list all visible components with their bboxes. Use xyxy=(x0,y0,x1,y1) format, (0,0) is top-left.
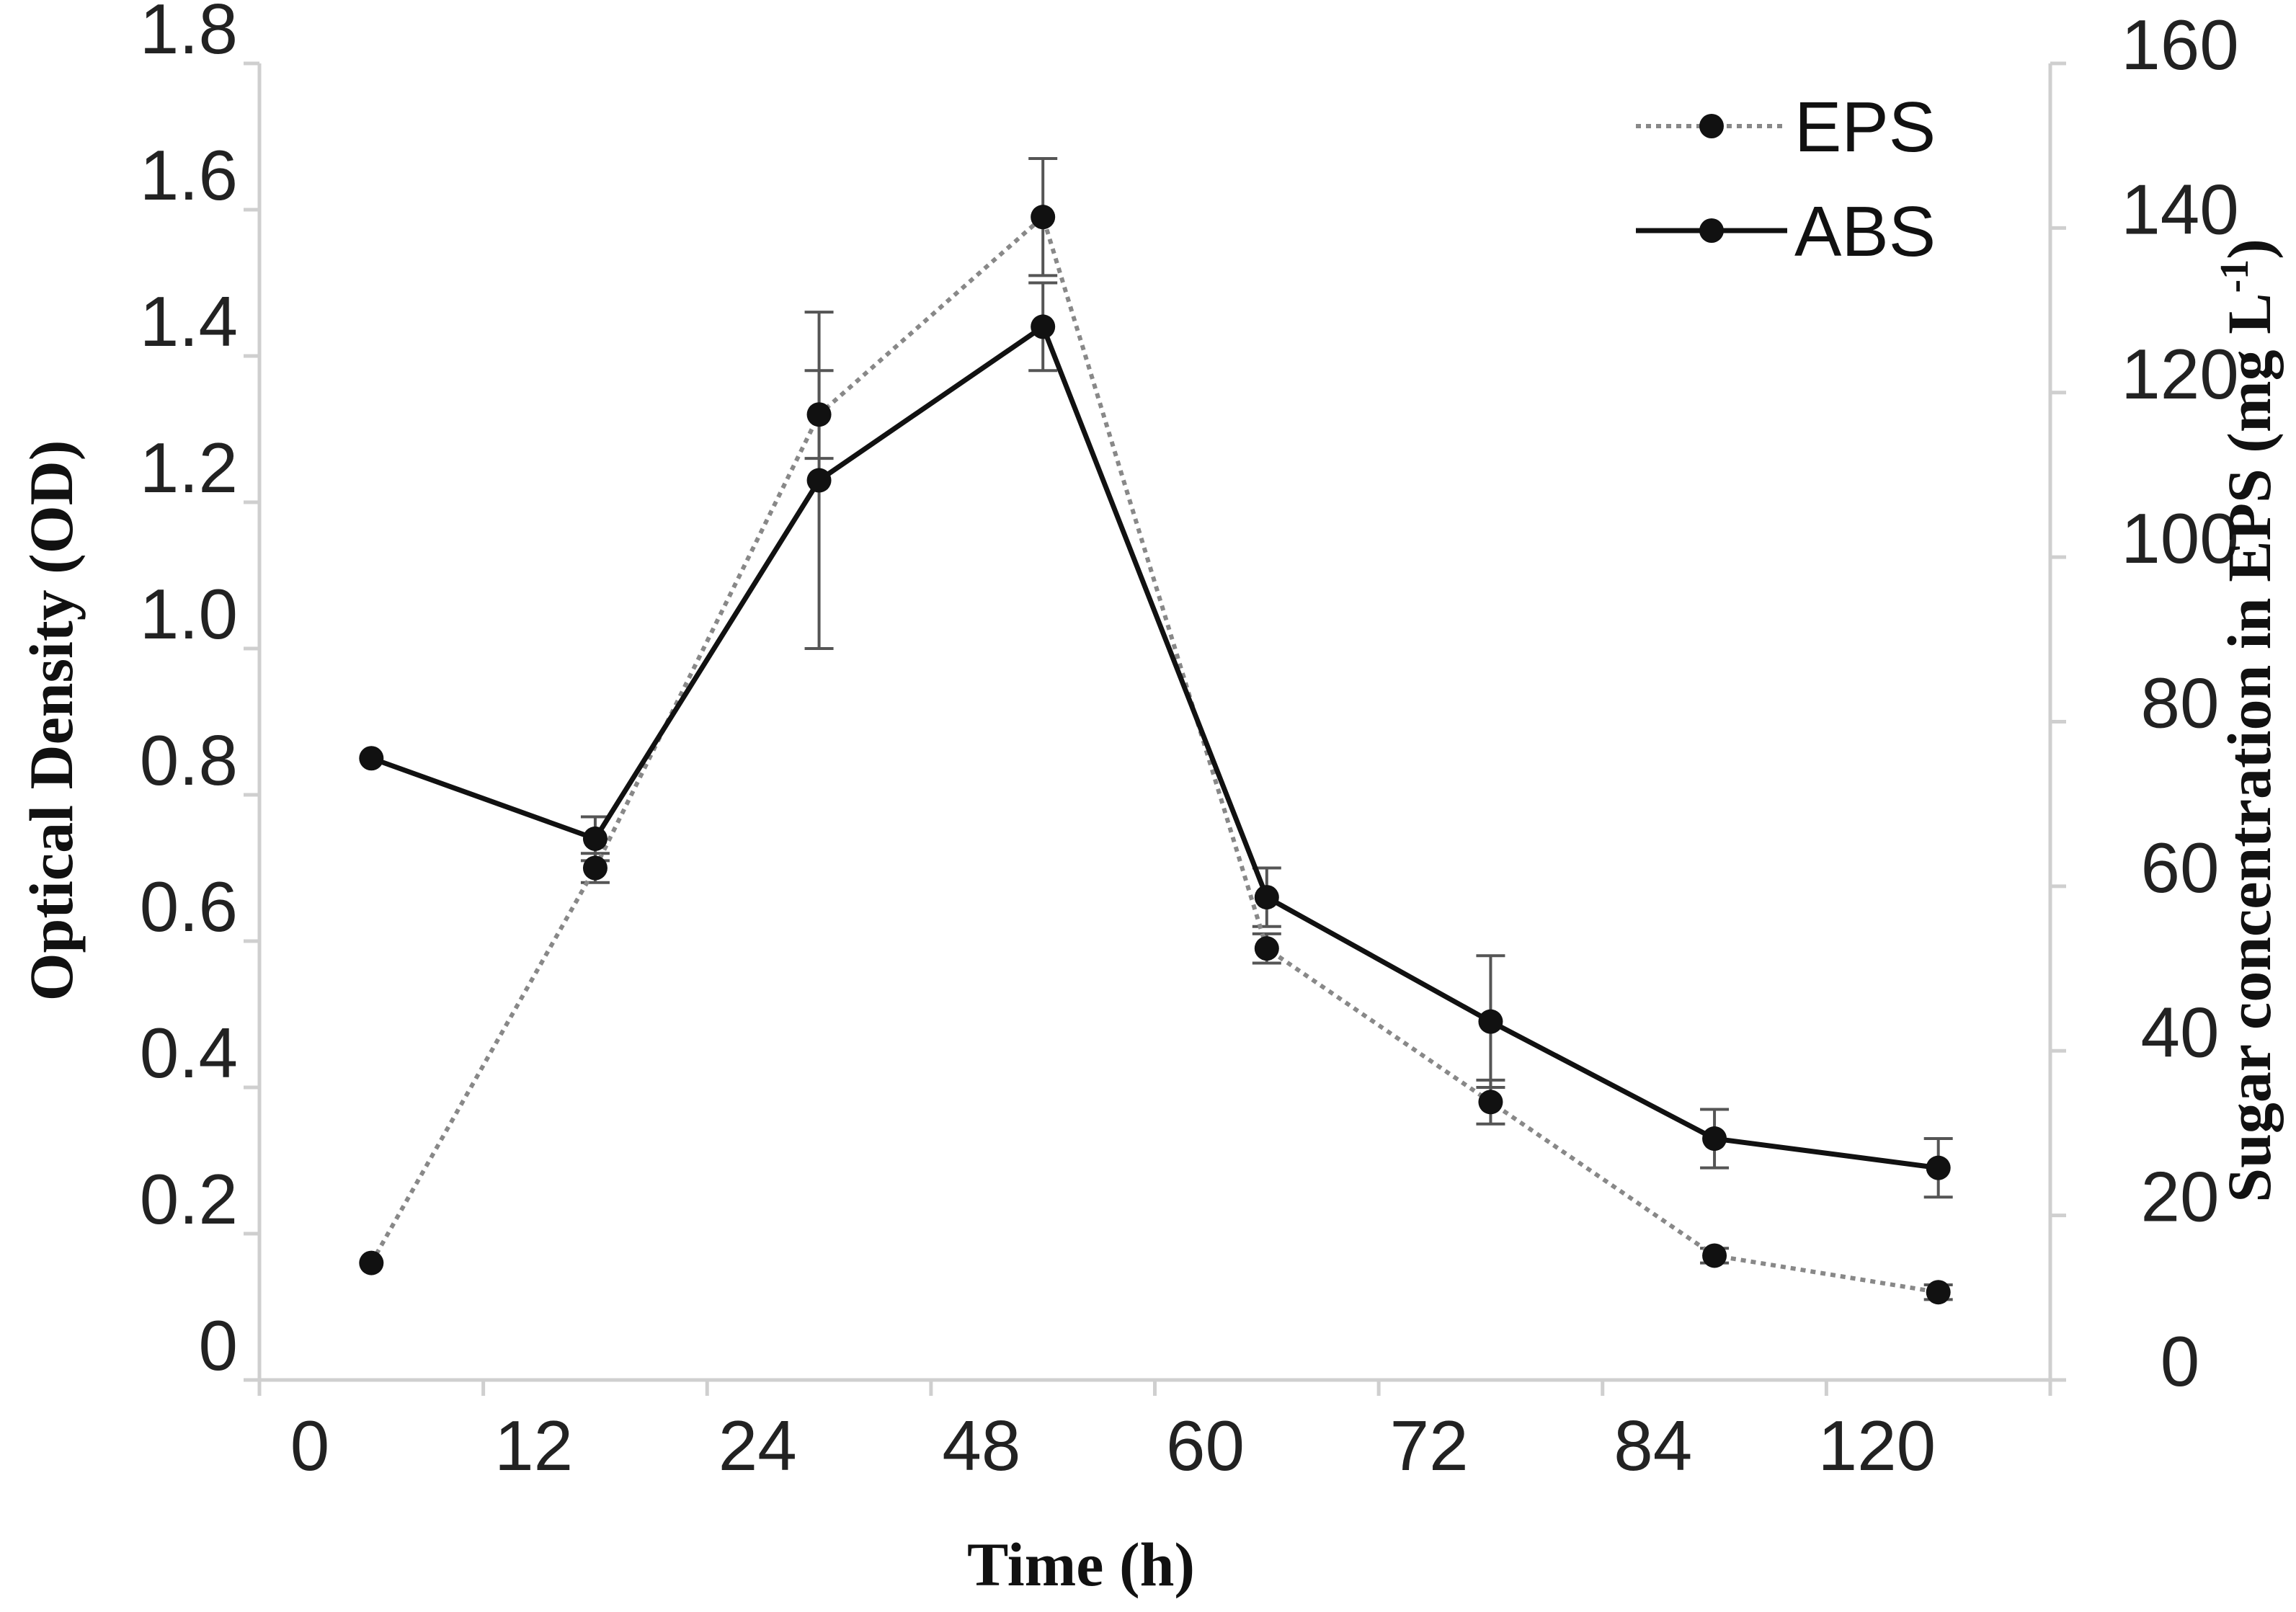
data-point-eps xyxy=(1926,1280,1951,1305)
x-tick-label: 72 xyxy=(1390,1406,1469,1485)
y-right-tick-label: 100 xyxy=(2121,499,2239,578)
y-right-tick-label: 60 xyxy=(2140,828,2219,907)
x-tick-label: 60 xyxy=(1166,1406,1245,1485)
data-point-abs xyxy=(806,468,832,493)
data-point-abs xyxy=(1702,1126,1727,1152)
legend-marker-eps xyxy=(1699,114,1724,138)
y-axis-left-title: Optical Density (OD) xyxy=(17,440,86,1002)
data-point-abs xyxy=(1478,1009,1503,1034)
data-point-eps xyxy=(1478,1090,1503,1115)
x-tick-label: 84 xyxy=(1614,1406,1692,1485)
data-point-abs xyxy=(359,746,384,771)
data-point-eps xyxy=(359,1250,384,1275)
legend-label-abs: ABS xyxy=(1794,192,1936,271)
y-right-tick-label: 20 xyxy=(2140,1157,2219,1237)
axes: 0 0.2 0.4 0.6 0.8 1.0 1.2 1.4 1.6 1.8 0 20 40 60 80 100… xyxy=(140,0,2239,1485)
y-right-tick-label: 120 xyxy=(2121,334,2239,414)
y-right-tick-label: 140 xyxy=(2121,169,2239,249)
y-right-tick-label: 160 xyxy=(2121,5,2239,84)
data-point-eps xyxy=(1702,1243,1727,1268)
y-axis-right-title: Sugar concentration in EPS (mg L-1) xyxy=(2212,239,2284,1203)
series-layer xyxy=(359,205,1951,1305)
x-tick-label: 48 xyxy=(942,1406,1020,1485)
x-axis-title: Time (h) xyxy=(967,1530,1195,1599)
y-left-tick-label: 0.2 xyxy=(140,1159,238,1239)
y-left-tick-label: 1.6 xyxy=(140,135,238,215)
data-point-abs xyxy=(1254,885,1279,910)
x-tick-label: 0 xyxy=(290,1406,330,1485)
series-line-abs xyxy=(370,323,1939,1171)
x-tick-label: 24 xyxy=(718,1406,797,1485)
data-point-eps xyxy=(1031,205,1056,230)
data-point-abs xyxy=(1926,1155,1951,1180)
data-point-eps xyxy=(1254,936,1279,961)
data-point-abs xyxy=(582,826,608,851)
legend-marker-abs xyxy=(1699,218,1724,243)
y-left-tick-label: 1.4 xyxy=(140,282,238,361)
data-point-abs xyxy=(1031,314,1056,339)
y-left-tick-label: 0.4 xyxy=(140,1013,238,1092)
series-line-eps xyxy=(369,213,1939,1295)
y-left-tick-label: 0.6 xyxy=(140,867,238,946)
data-point-eps xyxy=(582,855,608,881)
y-left-tick-label: 1.0 xyxy=(140,574,238,654)
y-right-tick-label: 40 xyxy=(2140,992,2219,1072)
y-right-tick-label: 80 xyxy=(2140,664,2219,743)
y-left-tick-label: 1.8 xyxy=(140,0,238,68)
y-left-tick-label: 1.2 xyxy=(140,428,238,507)
x-tick-label: 120 xyxy=(1818,1406,1936,1485)
y-right-tick-label: 0 xyxy=(2161,1322,2200,1401)
error-bars xyxy=(580,156,1953,1301)
y-left-tick-label: 0.8 xyxy=(140,721,238,800)
y-left-tick-label: 0 xyxy=(198,1306,238,1385)
x-tick-label: 12 xyxy=(494,1406,573,1485)
legend-label-eps: EPS xyxy=(1794,87,1936,166)
legend: EPS ABS xyxy=(1636,87,1936,271)
data-point-eps xyxy=(806,402,832,427)
